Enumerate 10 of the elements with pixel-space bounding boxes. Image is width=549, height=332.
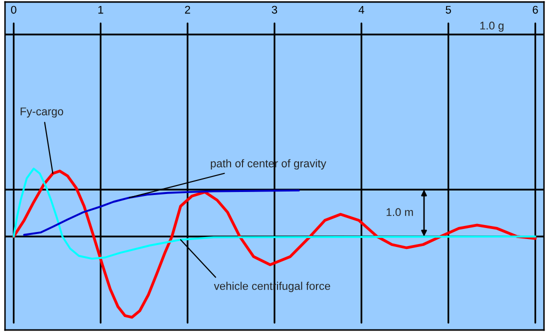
x-tick-label: 4 — [358, 6, 364, 14]
x-tick-label: 2 — [185, 6, 190, 14]
x-tick-label: 0 — [11, 6, 16, 14]
ref-line-label: 1.0 g — [480, 22, 504, 32]
x-tick-label: 3 — [272, 6, 278, 14]
x-tick-label: 5 — [446, 6, 451, 14]
text: Fy-cargo — [20, 108, 64, 118]
ref-line-label: 1.0 m — [386, 208, 413, 216]
x-tick-label: 6 — [532, 6, 538, 14]
x-tick-label: 1 — [98, 6, 104, 14]
